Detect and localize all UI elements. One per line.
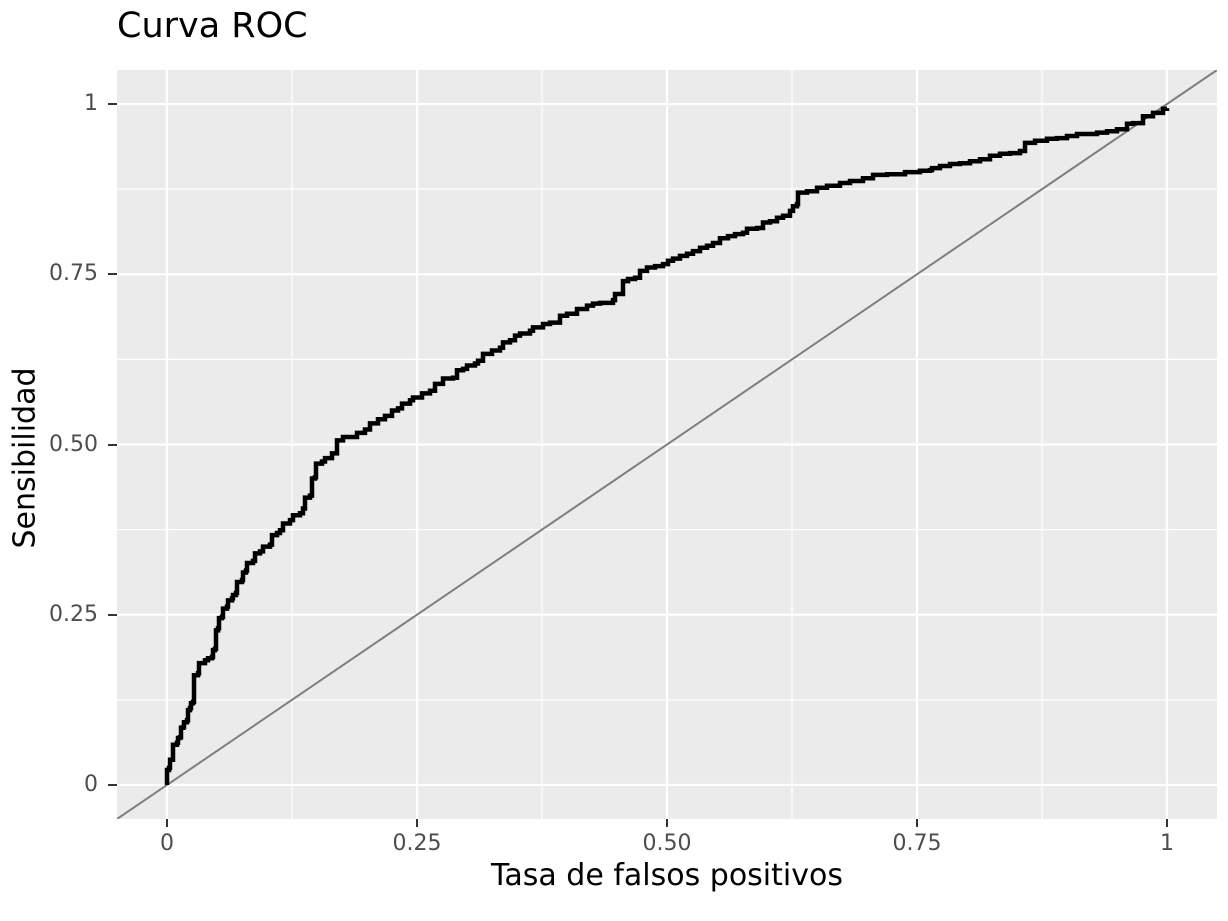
- y-axis-title: Sensibilidad: [7, 367, 43, 549]
- roc-plot-svg: [117, 70, 1217, 819]
- plot-panel: [117, 70, 1217, 819]
- x-tick-label: 0.50: [642, 831, 692, 856]
- roc-curve-line: [164, 106, 1170, 785]
- x-tick-mark: [166, 819, 168, 827]
- x-tick-label: 0.75: [892, 831, 942, 856]
- y-tick-label: 0.75: [49, 261, 98, 287]
- x-tick-mark: [666, 819, 668, 827]
- y-tick-label: 0.25: [49, 601, 98, 627]
- diagonal-reference-line: [117, 70, 1217, 819]
- y-tick-mark: [108, 613, 117, 616]
- y-tick-mark: [108, 273, 117, 276]
- y-tick-label: 0: [84, 771, 98, 797]
- x-tick-mark: [916, 819, 918, 827]
- y-tick-label: 0.50: [49, 431, 98, 457]
- x-tick-mark: [416, 819, 418, 827]
- chart-title: Curva ROC: [117, 6, 308, 46]
- y-tick-mark: [108, 783, 117, 786]
- x-tick-label: 0: [160, 831, 174, 856]
- y-tick-mark: [108, 443, 117, 446]
- y-tick-mark: [108, 103, 117, 106]
- x-tick-label: 0.25: [392, 831, 442, 856]
- x-tick-mark: [1166, 819, 1168, 827]
- y-tick-label: 1: [84, 91, 98, 117]
- x-tick-label: 1: [1160, 831, 1174, 856]
- x-axis-title: Tasa de falsos positivos: [491, 858, 843, 893]
